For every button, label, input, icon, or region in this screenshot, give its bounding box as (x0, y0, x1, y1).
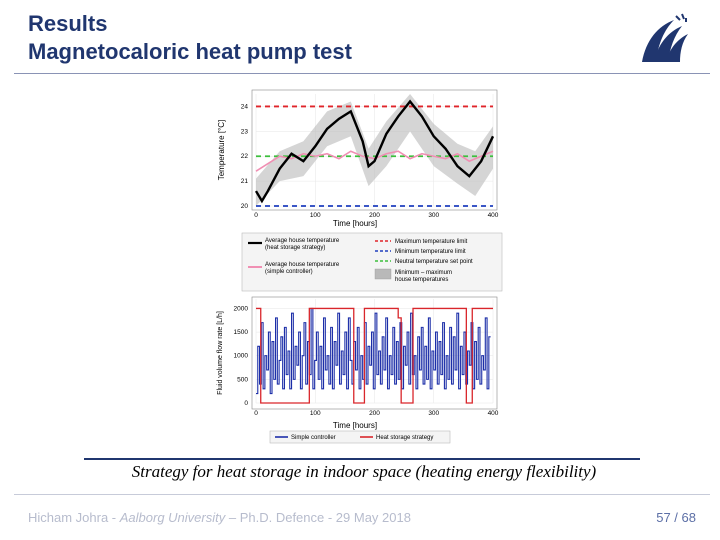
footer-university: Aalborg University (119, 510, 226, 525)
temperature-range-band (256, 94, 493, 206)
footer-event: – Ph.D. Defence - 29 May 2018 (225, 510, 411, 525)
legend-label-band-2: house temperatures (395, 277, 448, 283)
legend-label-simple-1: Average house temperature (265, 262, 340, 268)
legend-label-heat-storage-2: (heat storage strategy) (265, 245, 325, 251)
temperature-y-tick: 21 (241, 178, 249, 185)
heat-storage-avg-line (254, 99, 495, 204)
page-separator: / (670, 510, 682, 525)
flow-x-tick: 0 (254, 410, 258, 417)
footer-text: Hicham Johra - Aalborg University – Ph.D… (28, 510, 411, 525)
flow-y-tick: 0 (244, 400, 248, 407)
temperature-x-tick: 300 (428, 212, 439, 219)
page-current: 57 (656, 510, 671, 525)
page-total: 68 (681, 510, 696, 525)
flow-y-tick: 500 (237, 376, 248, 383)
temperature-x-tick: 100 (310, 212, 321, 219)
flow-y-tick: 1000 (234, 353, 249, 360)
legend-label-setpoint: Neutral temperature set point (395, 259, 473, 265)
slide-title-line1: Results (28, 11, 108, 36)
flow-x-tick: 100 (310, 410, 321, 417)
legend-label-max-limit: Maximum temperature limit (395, 239, 468, 245)
temperature-y-tick: 22 (241, 153, 249, 160)
temperature-y-tick: 23 (241, 128, 249, 135)
temperature-x-tick: 200 (369, 212, 380, 219)
temperature-y-tick: 24 (241, 103, 249, 110)
title-divider (14, 73, 710, 74)
legend-swatch-band (374, 268, 392, 280)
temperature-legend-box (241, 232, 503, 292)
temperature-legend: Average house temperature (heat storage … (241, 232, 503, 292)
legend-label-heat-storage-strategy: Heat storage strategy (376, 435, 433, 441)
flow-legend: Simple controller Heat storage strategy (269, 430, 451, 444)
university-logo-icon (642, 13, 688, 62)
footer-divider (14, 494, 710, 495)
flow-rate-chart: 0 100 200 300 400 0 500 1000 1500 2000 Time [hour… (217, 296, 499, 430)
flow-x-label: Time [hours] (333, 421, 377, 430)
flow-y-tick: 2000 (234, 305, 249, 312)
legend-label-heat-storage-1: Average house temperature (265, 238, 340, 244)
temperature-y-label: Temperature [°C] (217, 120, 226, 181)
temperature-chart: 0 100 200 300 400 20 21 22 23 24 Time [hours] Tem… (217, 89, 499, 228)
legend-label-simple-2: (simple controller) (265, 269, 313, 275)
caption-divider (84, 458, 640, 460)
flow-x-tick: 200 (369, 410, 380, 417)
slide-title: Results Magnetocaloric heat pump test (28, 10, 352, 66)
figure-caption: Strategy for heat storage in indoor spac… (131, 462, 597, 481)
flow-x-tick: 300 (428, 410, 439, 417)
results-figure: 0 100 200 300 400 20 21 22 23 24 Time [hours] Tem… (217, 89, 503, 444)
temperature-y-tick: 20 (241, 203, 249, 210)
page-number: 57 / 68 (656, 510, 696, 525)
flow-y-tick: 1500 (234, 329, 249, 336)
simple-controller-flow-line (256, 307, 491, 395)
legend-label-band-1: Minimum – maximum (395, 270, 452, 276)
legend-label-simple-controller: Simple controller (291, 435, 336, 441)
temperature-x-tick: 0 (254, 212, 258, 219)
flow-y-label: Fluid volume flow rate [L/h] (217, 311, 224, 395)
heat-storage-flow-line (256, 307, 493, 404)
flow-x-tick: 400 (488, 410, 499, 417)
temperature-x-tick: 400 (488, 212, 499, 219)
legend-label-min-limit: Minimum temperature limit (395, 249, 466, 255)
footer-author: Hicham Johra - (28, 510, 120, 525)
slide-title-line2: Magnetocaloric heat pump test (28, 39, 352, 64)
temperature-x-label: Time [hours] (333, 219, 377, 228)
